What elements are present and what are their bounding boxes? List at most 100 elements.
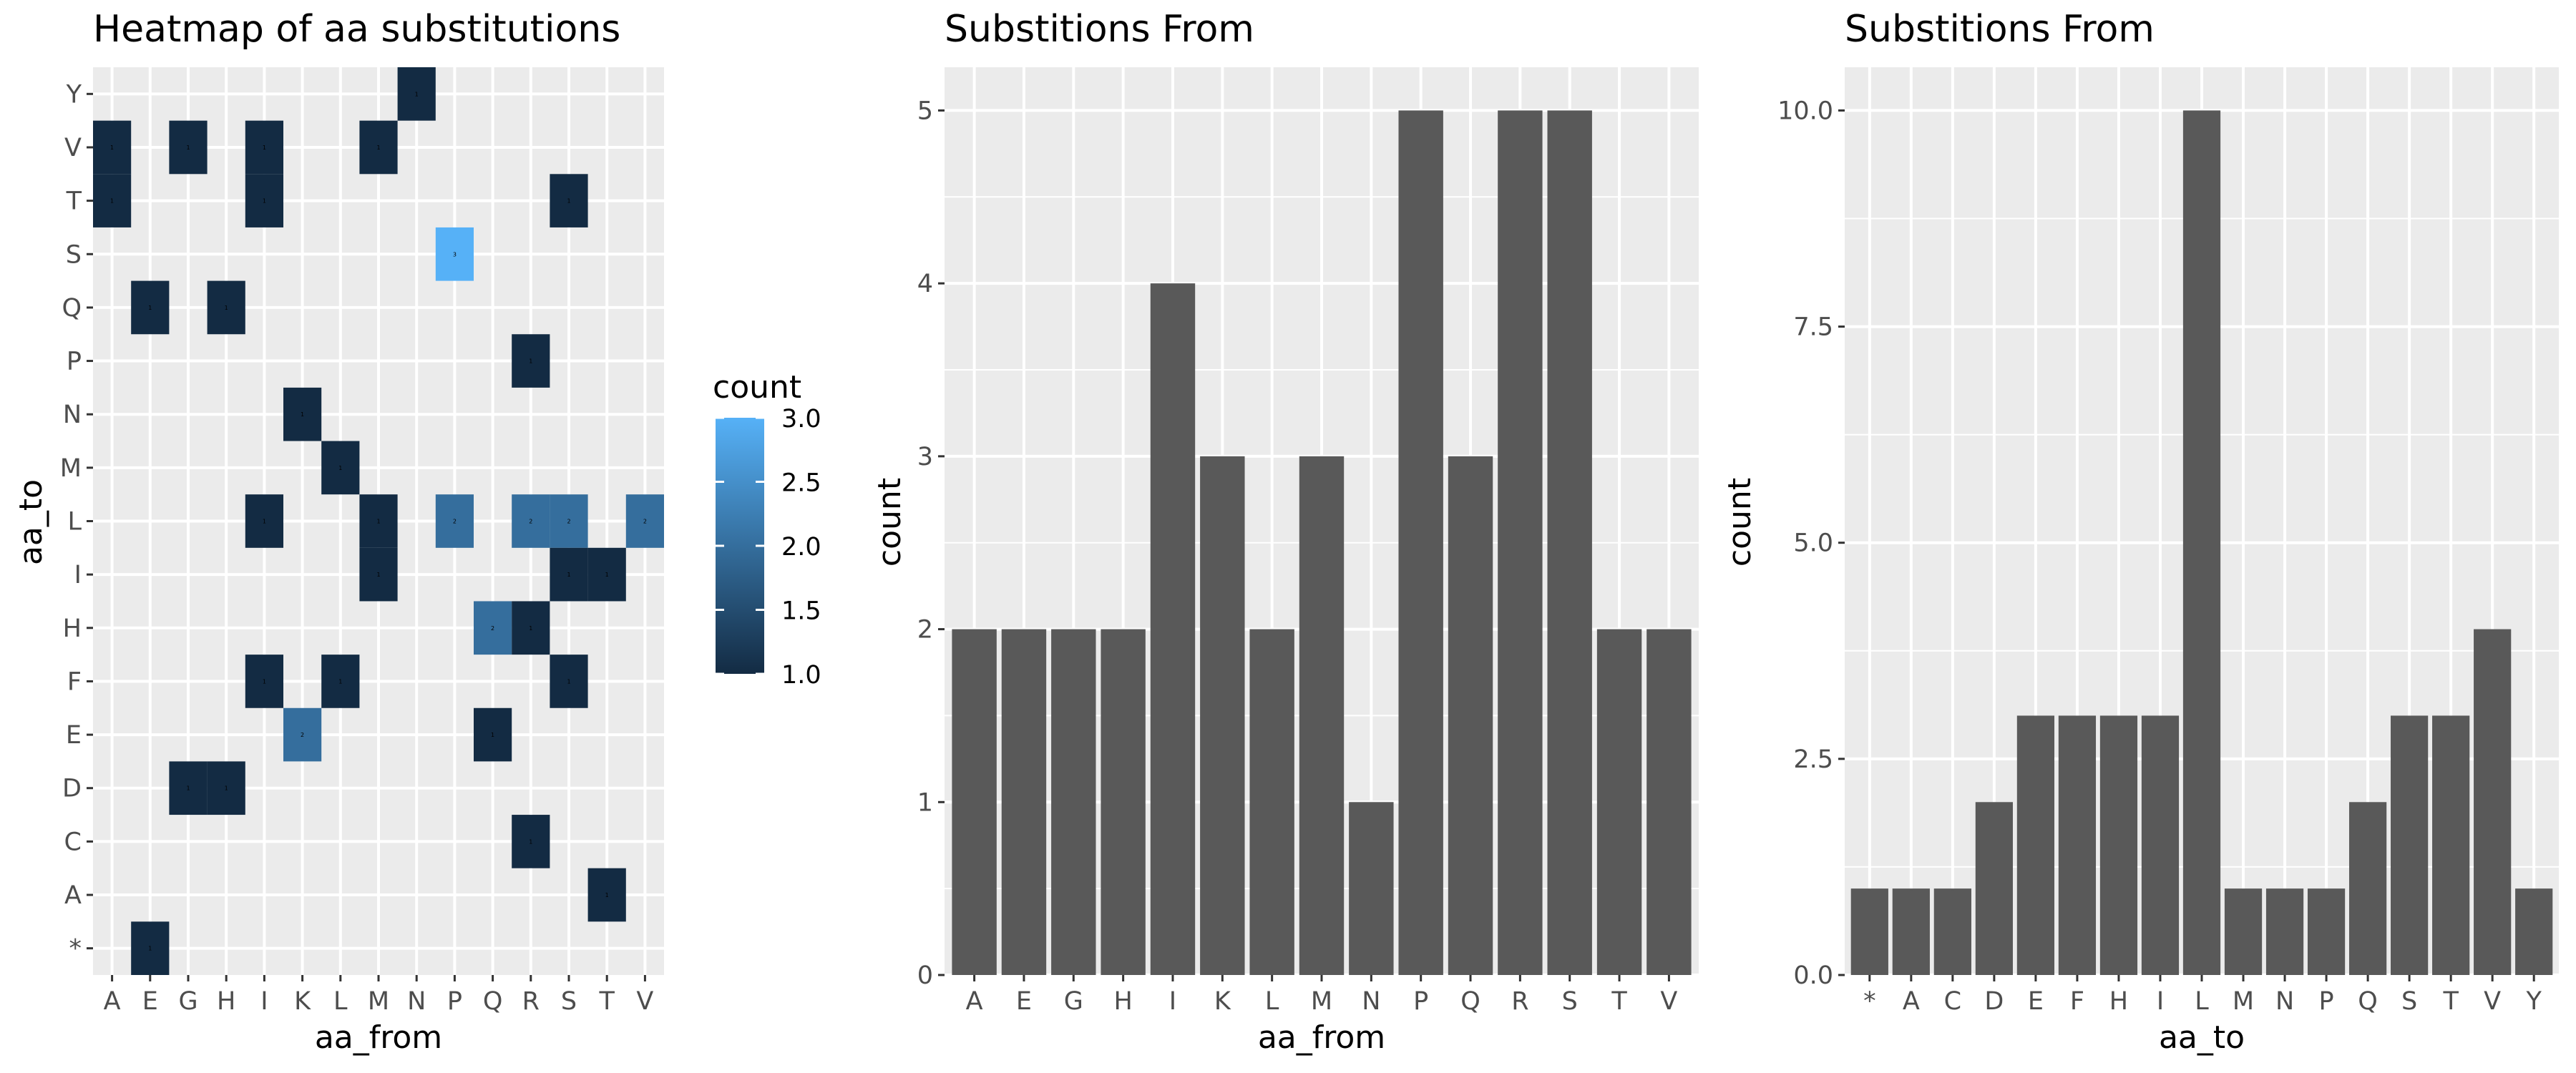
bar-from-x-tick-label: I xyxy=(1169,987,1176,1016)
heatmap-cell-label: 1 xyxy=(567,572,570,578)
bar-to-x-tick-label: P xyxy=(2319,987,2334,1016)
bar-from-bar xyxy=(1547,110,1592,975)
bar-from-y-tick-label: 5 xyxy=(917,97,933,125)
bar-from-x-axis-title: aa_from xyxy=(1258,1019,1385,1056)
heatmap-cell xyxy=(283,387,322,441)
heatmap-y-tick-label: C xyxy=(64,828,82,856)
bar-chart-from: Substitions From 0 1 2 3 4 5 A E G H I K L M N P Q R S T V a… xyxy=(872,8,1699,1056)
legend-tick-label: 1.0 xyxy=(781,661,821,690)
bar-to-bar xyxy=(2016,715,2055,975)
bar-from-bar xyxy=(1646,629,1692,975)
heatmap-cell xyxy=(245,174,283,227)
bar-from-x-tick-label: Q xyxy=(1460,987,1480,1016)
bar-from-title: Substitions From xyxy=(945,8,1254,51)
bar-from-bar xyxy=(1349,802,1394,975)
bar-from-bar xyxy=(1200,456,1245,975)
bar-from-x-tick-label: T xyxy=(1611,987,1627,1016)
heatmap-cell-label: 1 xyxy=(148,305,152,311)
bar-to-title: Substitions From xyxy=(1845,8,2155,51)
heatmap-y-tick-label: F xyxy=(67,667,82,696)
heatmap-y-tick-label: N xyxy=(63,401,82,429)
bar-to-bar xyxy=(2348,802,2387,975)
heatmap-cell-label: 1 xyxy=(529,838,532,845)
heatmap-cell-label: 1 xyxy=(338,465,342,471)
heatmap-x-tick-label: H xyxy=(217,987,235,1016)
heatmap-cell-label: 1 xyxy=(225,785,228,792)
heatmap-x-tick-label: I xyxy=(260,987,268,1016)
legend-tick-label: 2.0 xyxy=(781,533,821,562)
heatmap-cell-label: 1 xyxy=(263,144,266,151)
bar-from-y-tick-label: 1 xyxy=(917,788,933,817)
bar-to-bar xyxy=(2391,715,2429,975)
heatmap-cell-label: 1 xyxy=(186,144,190,151)
heatmap-cell xyxy=(550,655,588,708)
heatmap-legend: count 1.0 1.5 2.0 2.5 3.0 xyxy=(713,369,821,690)
bar-to-x-tick-label: E xyxy=(2028,987,2044,1016)
heatmap-cell-label: 1 xyxy=(338,678,342,685)
heatmap-cell xyxy=(587,868,626,922)
legend-title: count xyxy=(713,369,801,406)
heatmap-cell-label: 2 xyxy=(529,519,532,525)
heatmap-cell xyxy=(245,494,283,548)
bar-from-x-tick-label: V xyxy=(1660,987,1677,1016)
heatmap-cell xyxy=(359,120,398,175)
bar-to-x-tick-label: D xyxy=(1984,987,2004,1016)
bar-to-x-tick-label: T xyxy=(2442,987,2459,1016)
bar-from-y-tick-label: 3 xyxy=(917,443,933,471)
heatmap-y-tick-label: Q xyxy=(62,294,82,323)
heatmap-y-tick-label: * xyxy=(69,935,82,964)
heatmap-chart: Heatmap of aa substitutions 111111111111… xyxy=(13,8,664,1056)
heatmap-cell-label: 3 xyxy=(453,251,457,258)
bar-to-y-tick-label: 2.5 xyxy=(1793,745,1833,774)
bar-to-bar xyxy=(2432,715,2470,975)
heatmap-cell-label: 1 xyxy=(148,946,152,952)
bar-from-bar xyxy=(1299,456,1345,975)
bar-to-y-tick-label: 5.0 xyxy=(1793,529,1833,558)
bar-to-bar xyxy=(2474,629,2512,975)
heatmap-cell xyxy=(169,120,208,175)
bar-to-x-tick-label: * xyxy=(1863,987,1876,1016)
heatmap-cell-label: 1 xyxy=(529,358,532,365)
heatmap-cells: 1 1 1 1 1 1 1 1 1 1 1 1 1 2 1 1 1 1 1 1 3 2 2 1 1 2 1 1 1 2 1 1 1 1 2 xyxy=(93,67,664,975)
heatmap-x-tick-label: L xyxy=(333,987,348,1016)
heatmap-y-tick-label: M xyxy=(60,454,82,483)
bar-from-bar xyxy=(1249,629,1294,975)
heatmap-cell-label: 2 xyxy=(643,519,647,525)
bar-to-bar xyxy=(2058,715,2097,975)
heatmap-y-tick-label: A xyxy=(64,881,82,910)
bar-from-bar xyxy=(1596,629,1642,975)
heatmap-x-tick-label: T xyxy=(599,987,615,1016)
heatmap-x-tick-label: N xyxy=(407,987,426,1016)
bar-from-bar xyxy=(1448,456,1493,975)
heatmap-cell xyxy=(512,815,550,868)
bar-to-x-tick-label: C xyxy=(1944,987,1961,1016)
bar-to-x-tick-label: Q xyxy=(2358,987,2378,1016)
heatmap-cell-label: 1 xyxy=(376,144,380,151)
bar-to-x-tick-label: A xyxy=(1903,987,1920,1016)
heatmap-y-tick-label: E xyxy=(66,721,82,750)
bar-to-x-tick-label: V xyxy=(2484,987,2501,1016)
heatmap-y-tick-label: L xyxy=(68,508,82,536)
heatmap-cell-label: 1 xyxy=(263,519,266,525)
heatmap-cell xyxy=(321,441,360,495)
heatmap-cell xyxy=(283,707,322,762)
bar-from-x-tick-label: R xyxy=(1511,987,1528,1016)
bar-chart-to: Substitions From 0.0 2.5 5.0 7.5 10.0 * A C D E F H… xyxy=(1722,8,2559,1056)
heatmap-cell-label: 1 xyxy=(376,519,380,525)
bar-to-bar xyxy=(2515,888,2553,975)
bar-to-x-axis-title: aa_to xyxy=(2159,1019,2245,1056)
bar-from-y-tick-label: 4 xyxy=(917,270,933,298)
heatmap-cell xyxy=(359,547,398,602)
heatmap-y-axis-title: aa_to xyxy=(13,479,49,565)
heatmap-cell xyxy=(93,120,132,175)
bar-from-x-tick-label: S xyxy=(1562,987,1578,1016)
heatmap-x-tick-label: M xyxy=(368,987,389,1016)
bar-from-bar xyxy=(1051,629,1096,975)
heatmap-cell xyxy=(245,120,283,175)
bar-to-x-tick-label: M xyxy=(2233,987,2254,1016)
heatmap-cell-label: 2 xyxy=(491,625,494,632)
heatmap-cell xyxy=(93,174,132,227)
bar-to-bar xyxy=(2307,888,2346,975)
heatmap-cell xyxy=(550,547,588,602)
heatmap-cell-label: 1 xyxy=(605,892,609,898)
